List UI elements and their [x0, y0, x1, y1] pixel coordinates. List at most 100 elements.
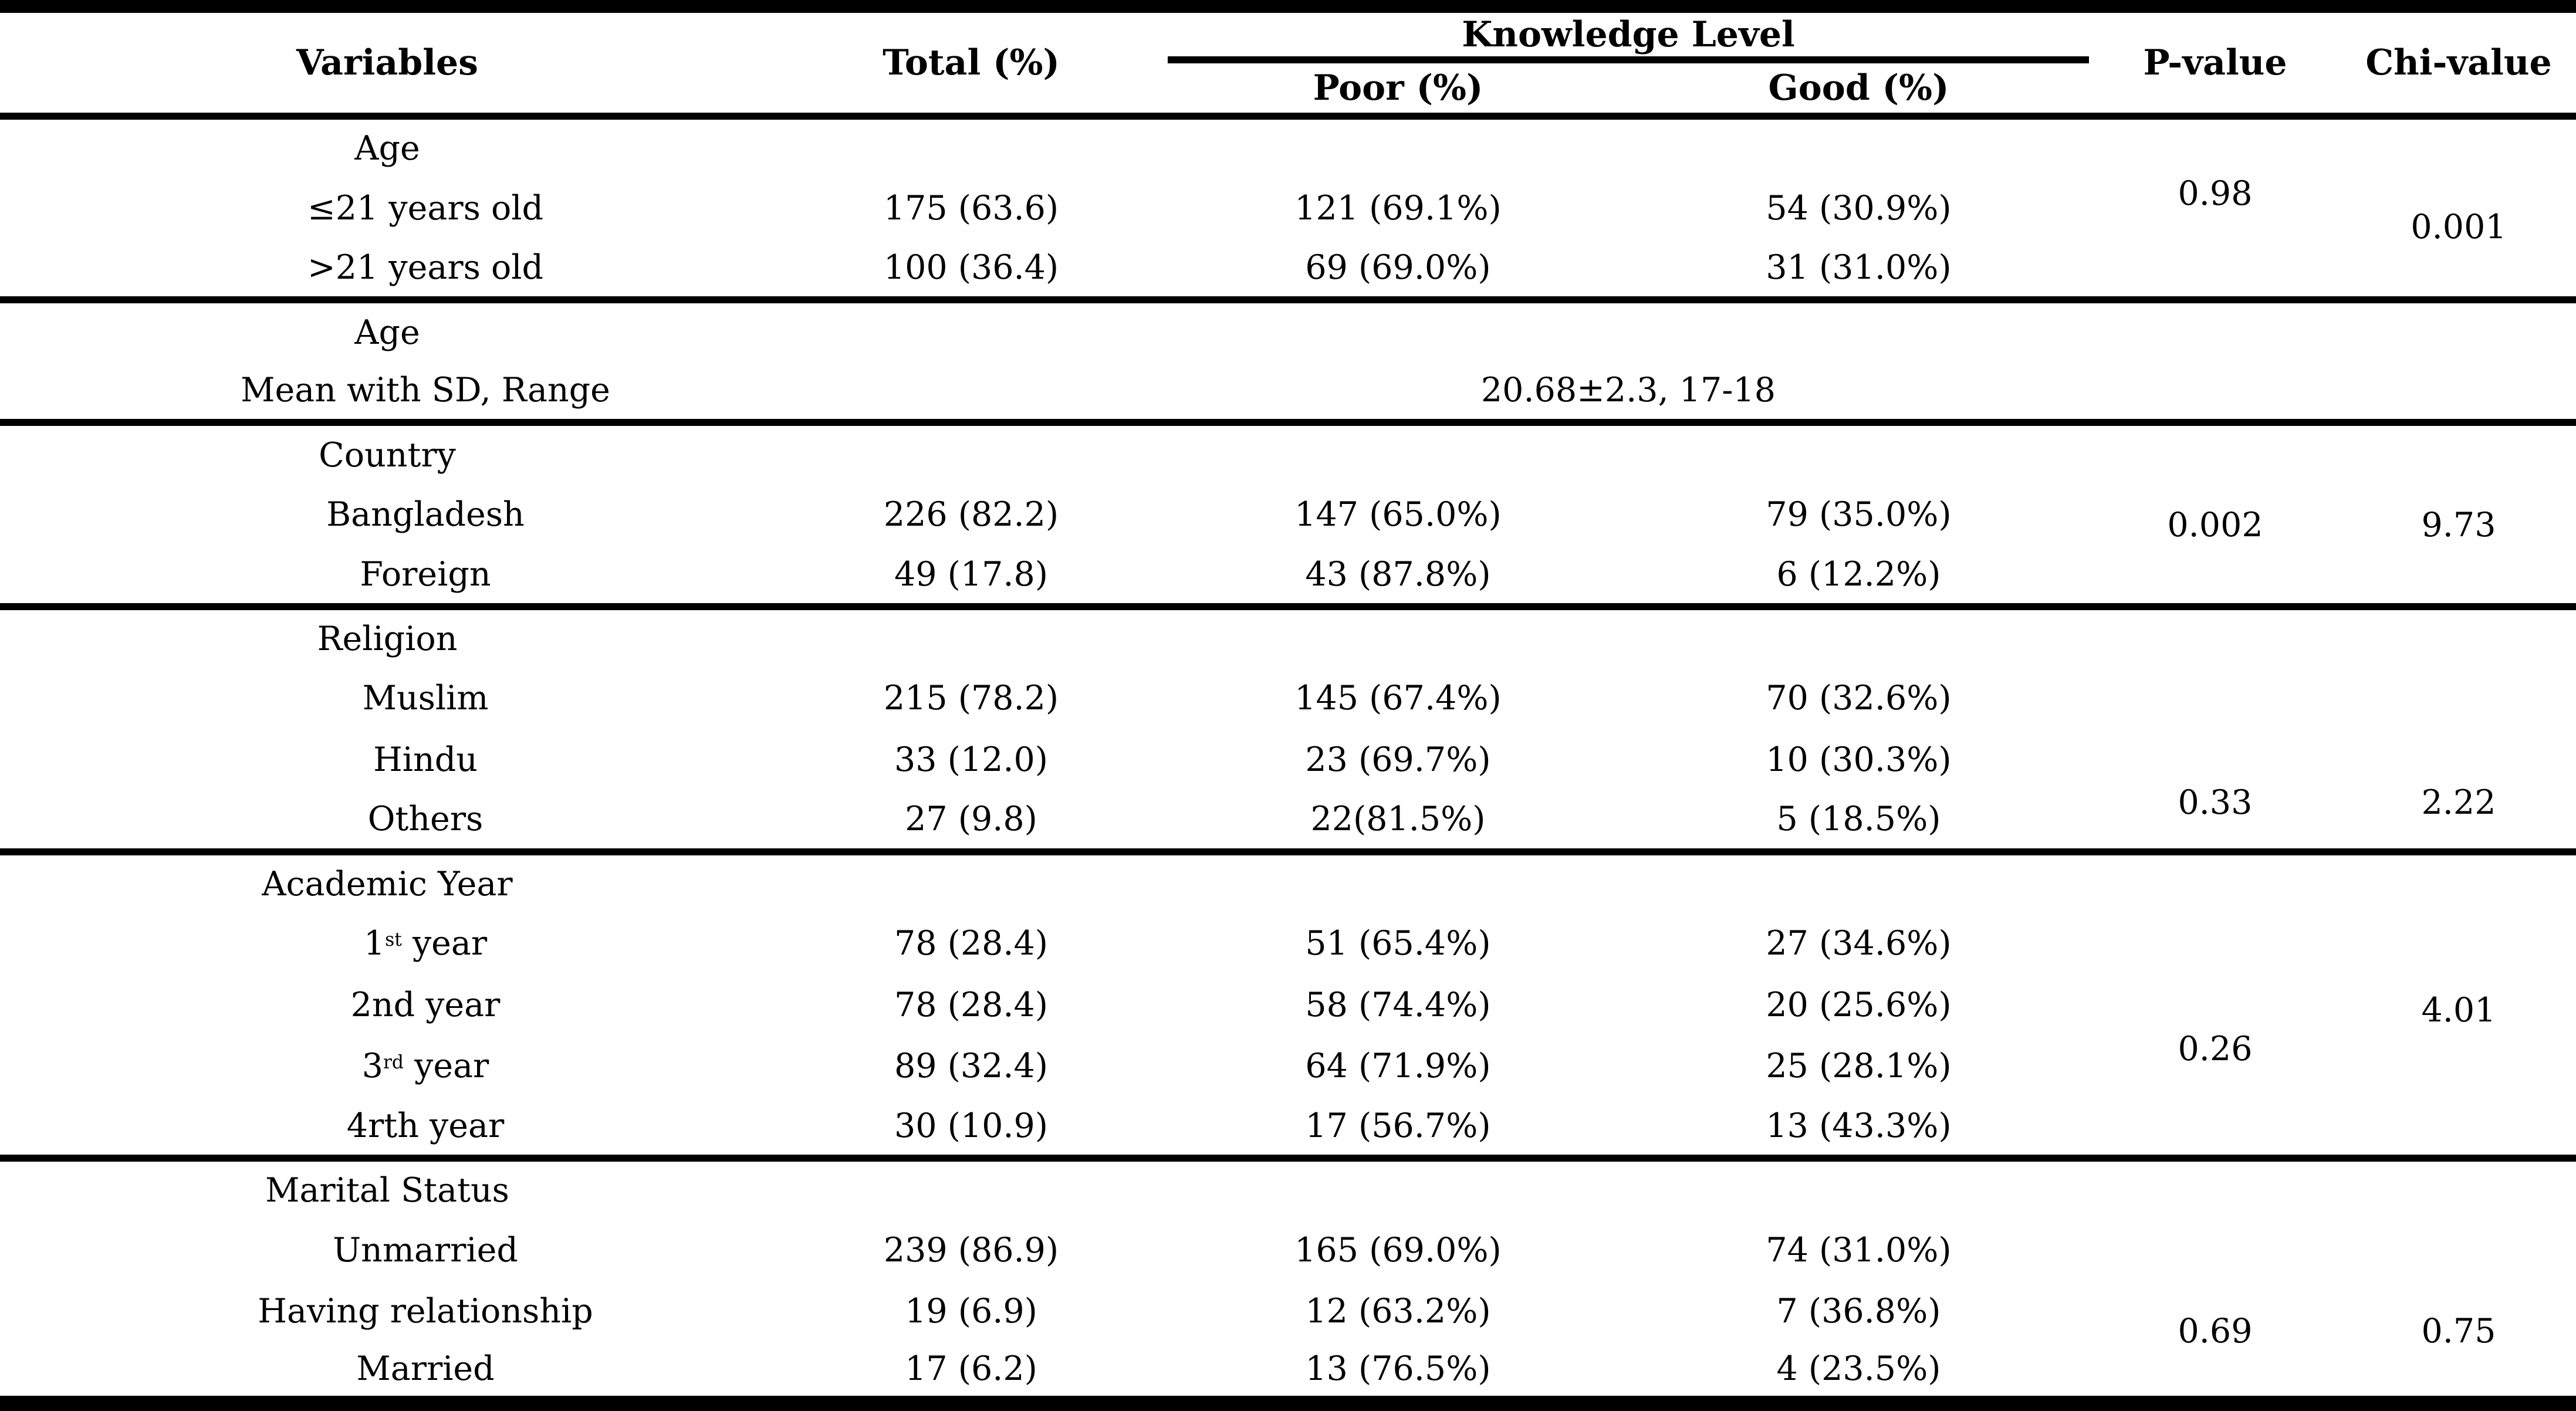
table-row: 4rth year 30 (10.9) 17 (56.7%) 13 (43.3%…	[0, 1097, 2576, 1158]
total-cell: 175 (63.6)	[883, 188, 1059, 228]
empty-cell	[1168, 848, 1628, 913]
section-age-mean-group-row: Age	[0, 296, 2576, 423]
group-label: Country	[0, 419, 775, 484]
total-cell: 78 (28.4)	[894, 924, 1049, 963]
group-label: Age	[0, 112, 775, 178]
empty-cell	[1628, 112, 2090, 178]
row-label: Having relationship	[258, 1292, 593, 1331]
poor-cell: 13 (76.5%)	[1305, 1349, 1491, 1389]
total-cell: 19 (6.9)	[905, 1292, 1037, 1331]
header-row-1: Variables Total (%) Knowledge Level P-va…	[0, 6, 2576, 83]
good-cell: 25 (28.1%)	[1766, 1047, 1952, 1086]
row-label: Bangladesh	[326, 495, 525, 534]
table-row: Hindu 33 (12.0) 23 (69.7%) 10 (30.3%)	[0, 729, 2576, 790]
empty-cell	[1628, 848, 2090, 913]
table-row: Others 27 (9.8) 22(81.5%) 5 (18.5%)	[0, 790, 2576, 851]
row-label: 4rth year	[346, 1106, 505, 1145]
row-label: Foreign	[360, 554, 491, 594]
good-cell: 20 (25.6%)	[1766, 985, 1952, 1024]
total-cell: 78 (28.4)	[894, 985, 1049, 1024]
good-cell: 5 (18.5%)	[1776, 800, 1941, 839]
p-value-cell: 0.98	[2089, 112, 2342, 300]
p-value-text: 0.33	[2178, 783, 2253, 822]
total-cell: 239 (86.9)	[883, 1230, 1059, 1270]
group-label: Age	[0, 296, 775, 361]
col-header-chi-value: Chi-value	[2365, 42, 2552, 83]
total-cell: 33 (12.0)	[894, 740, 1049, 779]
poor-cell: 64 (71.9%)	[1305, 1047, 1491, 1086]
row-label: Unmarried	[333, 1230, 518, 1270]
good-cell: 4 (23.5%)	[1776, 1349, 1941, 1389]
empty-cell	[775, 1154, 1168, 1220]
header-row-2: Poor (%) Good (%)	[0, 60, 2576, 116]
ordinal-suffix: rd	[383, 1051, 404, 1073]
ordinal-rest: year	[404, 1047, 489, 1086]
empty-cell	[1168, 603, 1628, 668]
good-cell: 79 (35.0%)	[1766, 495, 1952, 534]
row-label: Hindu	[373, 740, 478, 779]
good-cell: 10 (30.3%)	[1766, 740, 1952, 779]
good-cell: 70 (32.6%)	[1766, 679, 1952, 718]
table-row: Bangladesh 226 (82.2) 147 (65.0%) 79 (35…	[0, 484, 2576, 545]
table-row: 1st year 78 (28.4) 51 (65.4%) 27 (34.6%)	[0, 913, 2576, 974]
good-cell: 7 (36.8%)	[1776, 1292, 1941, 1331]
poor-cell: 51 (65.4%)	[1305, 924, 1491, 963]
empty-cell	[775, 112, 1168, 178]
table-row: 2nd year 78 (28.4) 58 (74.4%) 20 (25.6%)	[0, 974, 2576, 1036]
p-value-cell: 0.002	[2089, 419, 2342, 607]
good-cell: 6 (12.2%)	[1776, 554, 1941, 594]
col-header-total: Total (%)	[883, 42, 1060, 83]
empty-cell	[1168, 112, 1628, 178]
p-value-text: 0.26	[2178, 1029, 2253, 1068]
ordinal-base: 1	[363, 924, 386, 963]
section-age-group-row: Age 0.98 0.001	[0, 112, 2576, 300]
row-label: Others	[367, 800, 484, 839]
empty-cell	[775, 361, 1168, 422]
section-academic-year-group-row: Academic Year 0.26 4.01	[0, 848, 2576, 1158]
empty-cell	[1168, 296, 1628, 361]
total-cell: 27 (9.8)	[905, 800, 1037, 839]
row-label: Married	[356, 1349, 495, 1389]
p-value-text: 0.98	[2178, 174, 2253, 213]
good-cell: 54 (30.9%)	[1766, 188, 1952, 228]
poor-cell: 23 (69.7%)	[1305, 740, 1491, 779]
empty-cell	[1628, 603, 2090, 668]
section-marital-status-group-row: Marital Status 0.69 0.75	[0, 1154, 2576, 1403]
total-cell: 89 (32.4)	[894, 1047, 1049, 1086]
good-cell: 27 (34.6%)	[1766, 924, 1952, 963]
good-cell: 74 (31.0%)	[1766, 1230, 1952, 1270]
ordinal-rest: year	[401, 924, 488, 963]
poor-cell: 121 (69.1%)	[1294, 188, 1502, 228]
table-row: Unmarried 239 (86.9) 165 (69.0%) 74 (31.…	[0, 1219, 2576, 1280]
group-label: Academic Year	[0, 848, 775, 913]
chi-value-text: 0.001	[2411, 207, 2507, 246]
mean-sd-value: 20.68±2.3, 17-18	[1480, 371, 1776, 410]
row-label: >21 years old	[307, 248, 543, 287]
poor-cell: 43 (87.8%)	[1305, 554, 1491, 594]
total-cell: 49 (17.8)	[894, 554, 1049, 594]
empty-cell	[1628, 419, 2090, 484]
chi-value-cell: 2.22	[2341, 603, 2576, 852]
p-value-cell: 0.26	[2089, 848, 2342, 1158]
table-row: Mean with SD, Range 20.68±2.3, 17-18	[0, 361, 2576, 422]
table-row: >21 years old 100 (36.4) 69 (69.0%) 31 (…	[0, 239, 2576, 300]
chi-value-cell: 0.001	[2341, 112, 2576, 300]
p-value-cell: 0.33	[2089, 603, 2342, 852]
row-label: ≤21 years old	[307, 188, 543, 228]
p-value-cell: 0.69	[2089, 1154, 2342, 1403]
total-cell: 215 (78.2)	[883, 679, 1059, 718]
section-religion-group-row: Religion 0.33 2.22	[0, 603, 2576, 852]
chi-value-text: 9.73	[2421, 506, 2496, 545]
group-label: Religion	[0, 603, 775, 668]
good-cell: 13 (43.3%)	[1766, 1106, 1952, 1145]
row-label: 1st year	[0, 913, 775, 974]
col-header-poor: Poor (%)	[1313, 67, 1483, 109]
chi-value-cell: 0.75	[2341, 1154, 2576, 1403]
table-row: Having relationship 19 (6.9) 12 (63.2%) …	[0, 1281, 2576, 1342]
p-value-text: 0.002	[2167, 506, 2263, 545]
table-row: 3rd year 89 (32.4) 64 (71.9%) 25 (28.1%)	[0, 1036, 2576, 1097]
row-label: 2nd year	[350, 985, 501, 1024]
empty-cell	[775, 296, 1168, 361]
